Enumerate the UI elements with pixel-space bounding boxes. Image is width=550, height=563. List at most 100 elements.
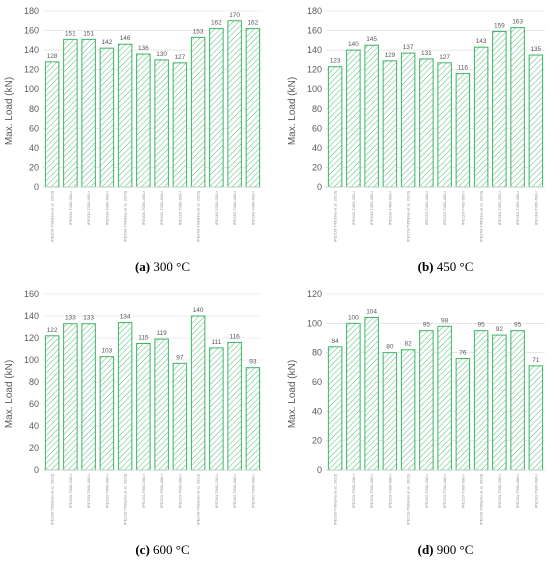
x-tick-label: IPE200-T900-400-r xyxy=(369,473,374,508)
y-tick-label: 100 xyxy=(307,318,322,328)
y-tick-label: 80 xyxy=(29,104,39,114)
bar-value-label: 93 xyxy=(249,359,257,366)
x-tick-label: IPE200-T900-600-r xyxy=(387,473,392,508)
x-tick-label: IPE220-T450(Hu et al. 2023) xyxy=(406,190,411,242)
bar-value-label: 131 xyxy=(421,50,432,57)
bar-value-label: 133 xyxy=(65,315,76,322)
bar xyxy=(437,325,452,471)
panel-caption: (d) 900 °C xyxy=(418,542,474,557)
panel-caption-letter: (c) xyxy=(135,542,149,557)
x-tick-label: IPE200-T600-600-r xyxy=(104,473,109,508)
bar-value-label: 116 xyxy=(458,65,469,72)
bar xyxy=(209,347,224,471)
y-tick-label: 120 xyxy=(307,289,322,299)
bar-value-label: 136 xyxy=(138,45,149,52)
bar-value-label: 162 xyxy=(247,20,258,27)
bar-value-label: 146 xyxy=(120,35,131,42)
chart-panel-0: 0 20 40 60 80 100 120 140 160 180 Max. Load (kN) 12… xyxy=(4,6,262,274)
panel-caption: (b) 450 °C xyxy=(418,259,474,274)
x-tick-label: IPE220-T900-600-r xyxy=(460,473,465,508)
bar-value-label: 140 xyxy=(348,41,359,48)
y-tick-label: 160 xyxy=(24,26,39,36)
bar-value-label: 76 xyxy=(459,350,467,357)
y-tick-label: 140 xyxy=(24,311,39,321)
bar-value-label: 127 xyxy=(174,54,185,61)
bar xyxy=(528,54,544,188)
x-tick-label: IPE240-T900(Hu et al. 2023) xyxy=(479,473,484,525)
bar xyxy=(117,43,133,188)
y-tick-label: 80 xyxy=(29,377,39,387)
bar-value-label: 134 xyxy=(120,314,131,321)
x-tick-label: IPE200-T900-200-r xyxy=(351,473,356,508)
bar xyxy=(364,316,379,471)
x-tick-label: IPE200-T600(Hu et al. 2023) xyxy=(50,473,55,525)
bar xyxy=(136,53,151,188)
bar-value-label: 140 xyxy=(193,307,204,314)
bar xyxy=(492,334,507,471)
y-tick-label: 120 xyxy=(24,65,39,75)
y-tick-label: 180 xyxy=(24,6,39,16)
chart-panel-1: 0 20 40 60 80 100 120 140 160 180 Max. Load (kN) 12… xyxy=(287,6,545,274)
bar xyxy=(473,330,489,471)
bar-value-label: 128 xyxy=(47,53,58,60)
x-tick-label: IPE240-T000(Hu et al. 2023) xyxy=(196,190,201,242)
bar xyxy=(154,59,169,188)
y-axis-label: Max. Load (kN) xyxy=(4,360,15,428)
x-tick-label: IPE240-T450-600-r xyxy=(533,190,538,225)
y-tick-label: 80 xyxy=(312,348,322,358)
x-tick-label: IPE220-T450-200-r xyxy=(424,190,429,225)
bar-value-label: 143 xyxy=(476,38,487,45)
bar xyxy=(346,49,361,188)
x-tick-label: IPE240-T450-200-r xyxy=(497,190,502,225)
bar xyxy=(455,358,471,471)
bar xyxy=(190,315,206,471)
x-tick-label: IPE240-T600-600-r xyxy=(250,473,255,508)
y-axis-label: Max. Load (kN) xyxy=(4,77,15,145)
bar xyxy=(400,349,416,471)
y-axis-label: Max. Load (kN) xyxy=(287,360,298,428)
bar xyxy=(227,20,242,188)
bar xyxy=(473,46,489,188)
panel-caption-letter: (b) xyxy=(418,259,434,274)
bar xyxy=(245,367,261,471)
bar xyxy=(364,44,379,188)
y-tick-label: 0 xyxy=(34,182,39,192)
bar-value-label: 100 xyxy=(348,314,359,321)
bar-value-label: 159 xyxy=(494,23,505,30)
y-tick-label: 40 xyxy=(312,143,322,153)
x-tick-label: IPE200-T900(Hu et al. 2023) xyxy=(333,473,338,525)
x-tick-label: IPE240-T900-600-r xyxy=(533,473,538,508)
bar xyxy=(382,352,398,471)
bar-value-label: 116 xyxy=(229,333,240,340)
bar xyxy=(117,322,133,471)
bar xyxy=(209,28,224,188)
y-tick-label: 100 xyxy=(307,84,322,94)
bar-value-label: 135 xyxy=(530,46,541,53)
y-tick-label: 140 xyxy=(24,45,39,55)
bar xyxy=(172,362,188,471)
bar xyxy=(419,58,434,188)
bar xyxy=(172,62,188,188)
bar-value-label: 137 xyxy=(403,44,414,51)
x-tick-label: IPE200-T000-200-r xyxy=(68,190,73,225)
x-tick-label: IPE220-T600-400-r xyxy=(159,473,164,508)
y-tick-label: 20 xyxy=(29,162,39,172)
y-tick-label: 60 xyxy=(29,399,39,409)
bar-value-label: 162 xyxy=(211,20,222,27)
y-tick-label: 40 xyxy=(29,143,39,153)
x-tick-label: IPE220-T450-600-r xyxy=(460,190,465,225)
bar-value-label: 163 xyxy=(512,19,523,26)
bar xyxy=(44,61,60,188)
bar xyxy=(245,28,261,188)
y-tick-label: 40 xyxy=(29,421,39,431)
panel-caption-text: 900 °C xyxy=(434,542,474,557)
bar xyxy=(63,38,78,188)
bar-value-label: 122 xyxy=(47,327,58,334)
bar-value-label: 151 xyxy=(83,30,94,37)
y-tick-label: 60 xyxy=(312,377,322,387)
bar-value-label: 71 xyxy=(532,357,540,364)
bar xyxy=(510,330,525,471)
y-tick-label: 160 xyxy=(24,289,39,299)
x-tick-label: IPE240-T450(Hu et al. 2023) xyxy=(479,190,484,242)
